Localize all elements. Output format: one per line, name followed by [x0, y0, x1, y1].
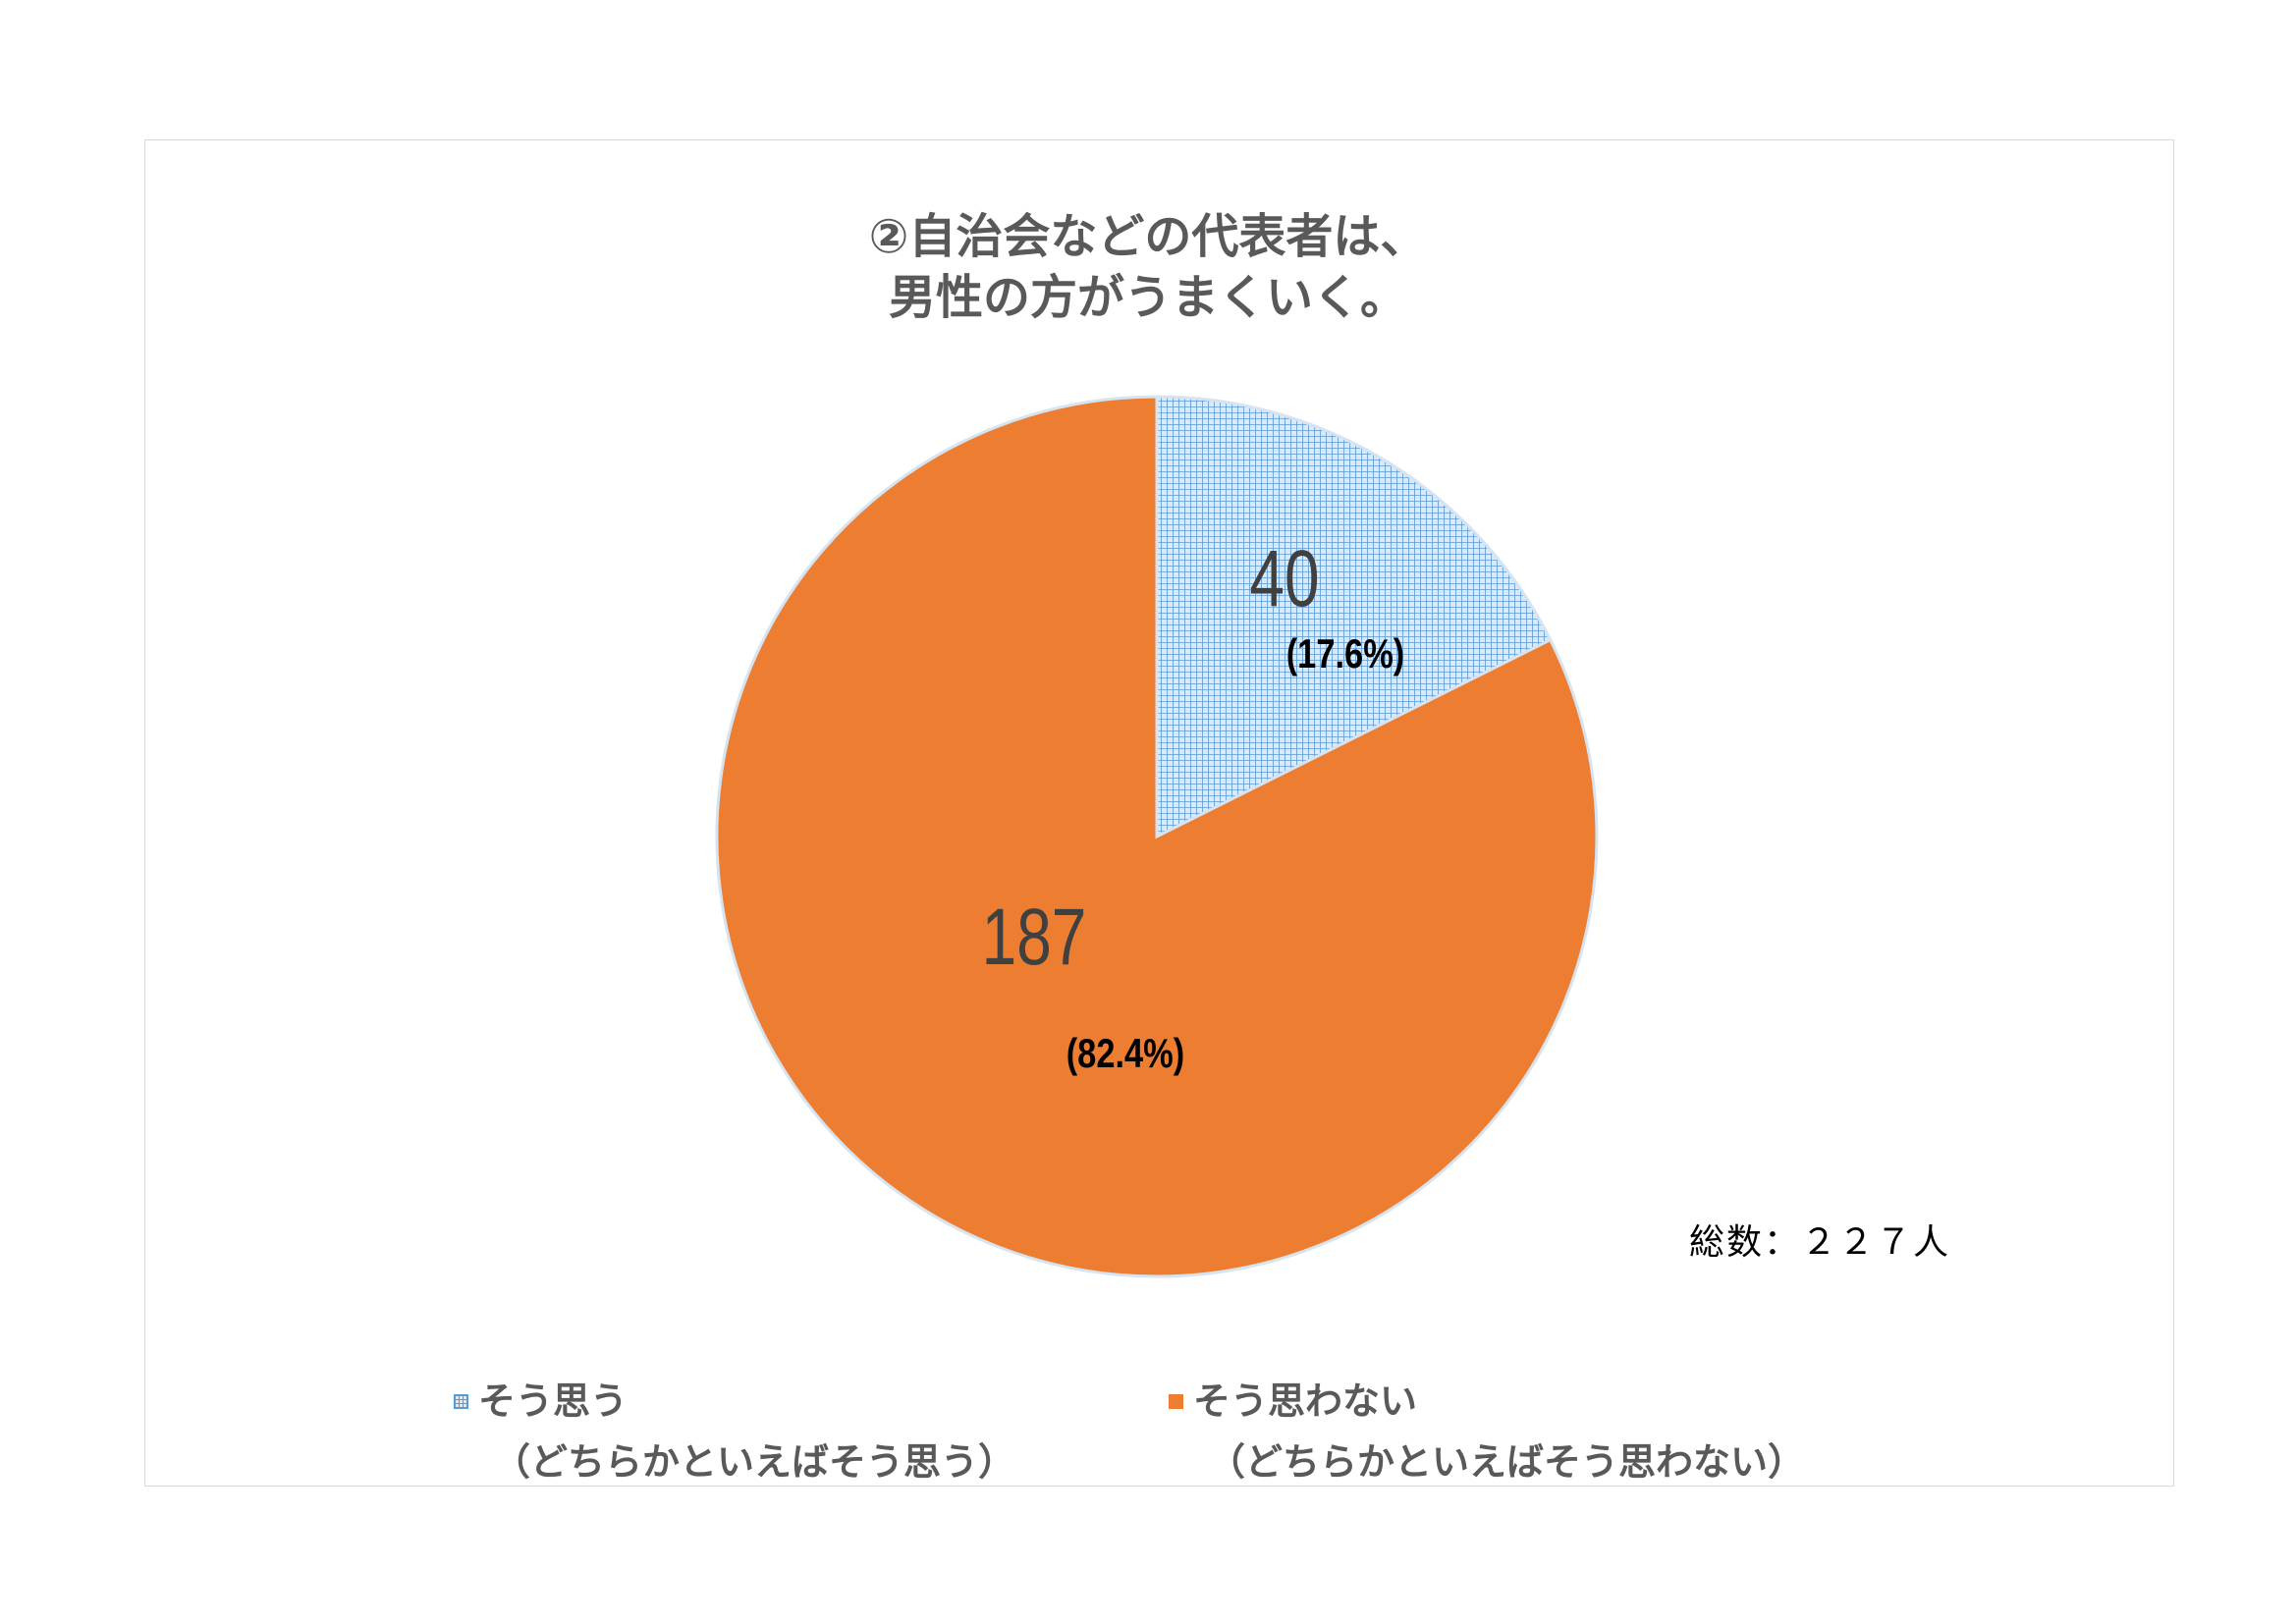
- legend-item-disagree: そう思わない （どちらかといえばそう思わない）: [1169, 1371, 1805, 1492]
- total-count-label: 総数：２２７人: [1689, 1222, 1951, 1263]
- slice-value-label-0: 40: [1249, 532, 1319, 623]
- chart-title: ②自治会などの代表者は、 男性の方がうまくいく。: [0, 206, 2296, 328]
- legend-label-disagree: そう思わない: [1193, 1380, 1418, 1423]
- slice-percent-label-1: (82.4%): [1066, 1031, 1185, 1077]
- legend-swatch-disagree: [1169, 1393, 1183, 1409]
- pie-slice-0: [1155, 395, 1553, 839]
- legend-label-agree: そう思う: [478, 1380, 629, 1423]
- legend-sublabel-agree: （どちらかといえばそう思う）: [493, 1440, 1016, 1484]
- pie-data-labels: 40 (17.6%) 187 (82.4%): [982, 532, 1405, 1077]
- slice-percent-label-0: (17.6%): [1286, 631, 1405, 677]
- slice-value-label-1: 187: [982, 891, 1087, 982]
- legend-item-agree: そう思う （どちらかといえばそう思う）: [454, 1371, 1015, 1492]
- legend-sublabel-disagree: （どちらかといえばそう思わない）: [1208, 1440, 1806, 1484]
- chart-title-line-2: 男性の方がうまくいく。: [888, 270, 1407, 325]
- legend-swatch-agree: [454, 1393, 468, 1409]
- pie-slice-1: [715, 395, 1599, 1278]
- pie-slices: [715, 395, 1599, 1278]
- chart-title-line-1: ②自治会などの代表者は、: [868, 209, 1428, 264]
